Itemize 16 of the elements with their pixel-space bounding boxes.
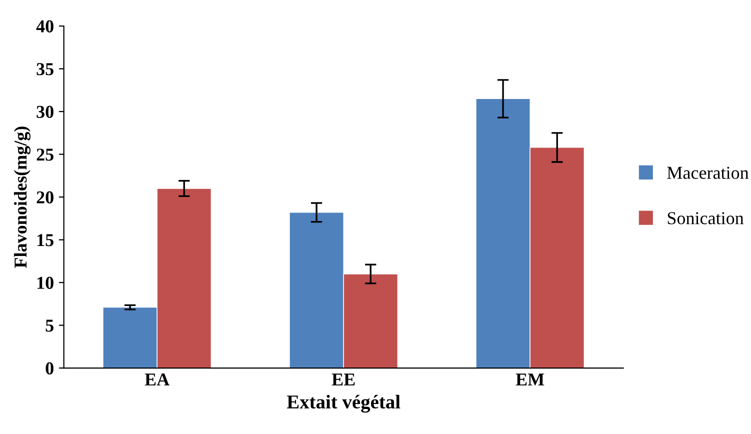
legend-label: Maceration: [667, 166, 749, 179]
x-tick-label: EA: [144, 374, 170, 386]
y-tick-label: 40: [36, 20, 54, 32]
x-tick-label: EM: [516, 374, 544, 386]
y-tick-label: 30: [36, 106, 54, 118]
y-tick-label: 5: [46, 320, 54, 332]
legend-label: Sonication: [668, 212, 744, 224]
y-tick-label: 25: [36, 148, 54, 161]
x-axis-title: Extait végétal: [286, 394, 400, 413]
y-tick-label: 35: [36, 63, 54, 76]
y-tick-label: 15: [38, 234, 54, 246]
y-tick-label: 20: [36, 191, 54, 204]
x-tick-label: EE: [332, 374, 355, 386]
y-axis-title: Flavonoides(mg/g): [14, 126, 30, 268]
y-tick-label: 0: [46, 362, 54, 374]
y-tick-label: 10: [38, 276, 54, 289]
